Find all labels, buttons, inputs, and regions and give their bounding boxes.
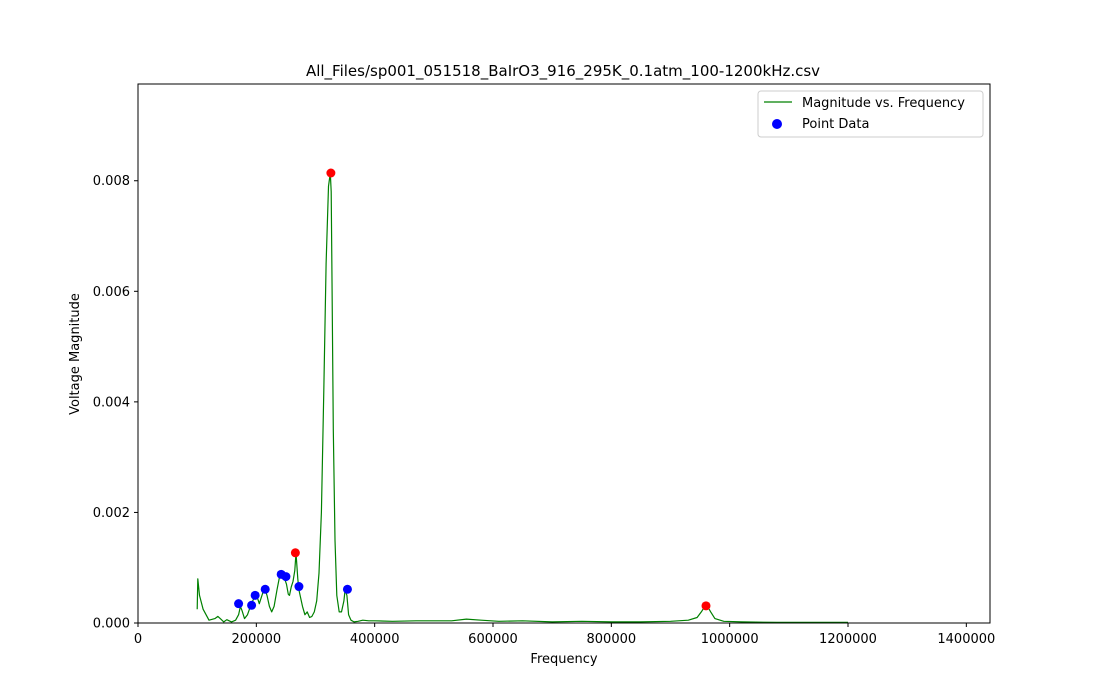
y-tick-label: 0.002: [93, 506, 130, 521]
x-tick-label: 400000: [350, 632, 400, 647]
x-tick-label: 1200000: [819, 632, 877, 647]
x-tick-label: 1400000: [937, 632, 995, 647]
point-data-marker: [260, 584, 270, 594]
y-tick-label: 0.004: [93, 395, 130, 410]
chart-title: All_Files/sp001_051518_BaIrO3_916_295K_0…: [306, 62, 820, 81]
magnitude-line-series: [196, 172, 848, 624]
peak-point-marker: [326, 168, 336, 178]
y-axis: 0.000 0.002 0.004 0.006 0.008: [93, 174, 138, 632]
legend-box: [757, 90, 984, 138]
point-data-series: [234, 569, 352, 610]
plot-frame: [137, 83, 991, 624]
y-axis-label: Voltage Magnitude: [68, 293, 83, 415]
point-data-marker: [294, 582, 304, 592]
peak-point-marker: [290, 548, 300, 558]
y-tick-label: 0.008: [93, 174, 130, 189]
x-tick-label: 200000: [232, 632, 282, 647]
point-data-marker: [247, 600, 257, 610]
point-data-marker: [234, 599, 244, 609]
peak-point-marker: [701, 601, 711, 611]
legend: Magnitude vs. Frequency Point Data: [757, 90, 984, 138]
x-tick-label: 800000: [587, 632, 637, 647]
y-tick-label: 0.000: [93, 617, 130, 632]
x-axis-label: Frequency: [530, 652, 597, 667]
x-tick-label: 1000000: [701, 632, 759, 647]
legend-label-line: Magnitude vs. Frequency: [802, 96, 965, 111]
point-data-marker: [250, 590, 260, 600]
x-axis: 0 200000 400000 600000 800000 1000000 1200000 1…: [134, 623, 995, 647]
plot-area: [196, 168, 848, 624]
point-data-marker: [342, 584, 352, 594]
legend-label-points: Point Data: [802, 117, 869, 132]
y-tick-label: 0.006: [93, 285, 130, 300]
legend-dot-swatch: [772, 119, 782, 129]
magnitude-line: [196, 172, 848, 624]
x-tick-label: 0: [134, 632, 142, 647]
peak-points-series: [290, 168, 711, 611]
x-tick-label: 600000: [468, 632, 518, 647]
point-data-marker: [281, 572, 291, 582]
